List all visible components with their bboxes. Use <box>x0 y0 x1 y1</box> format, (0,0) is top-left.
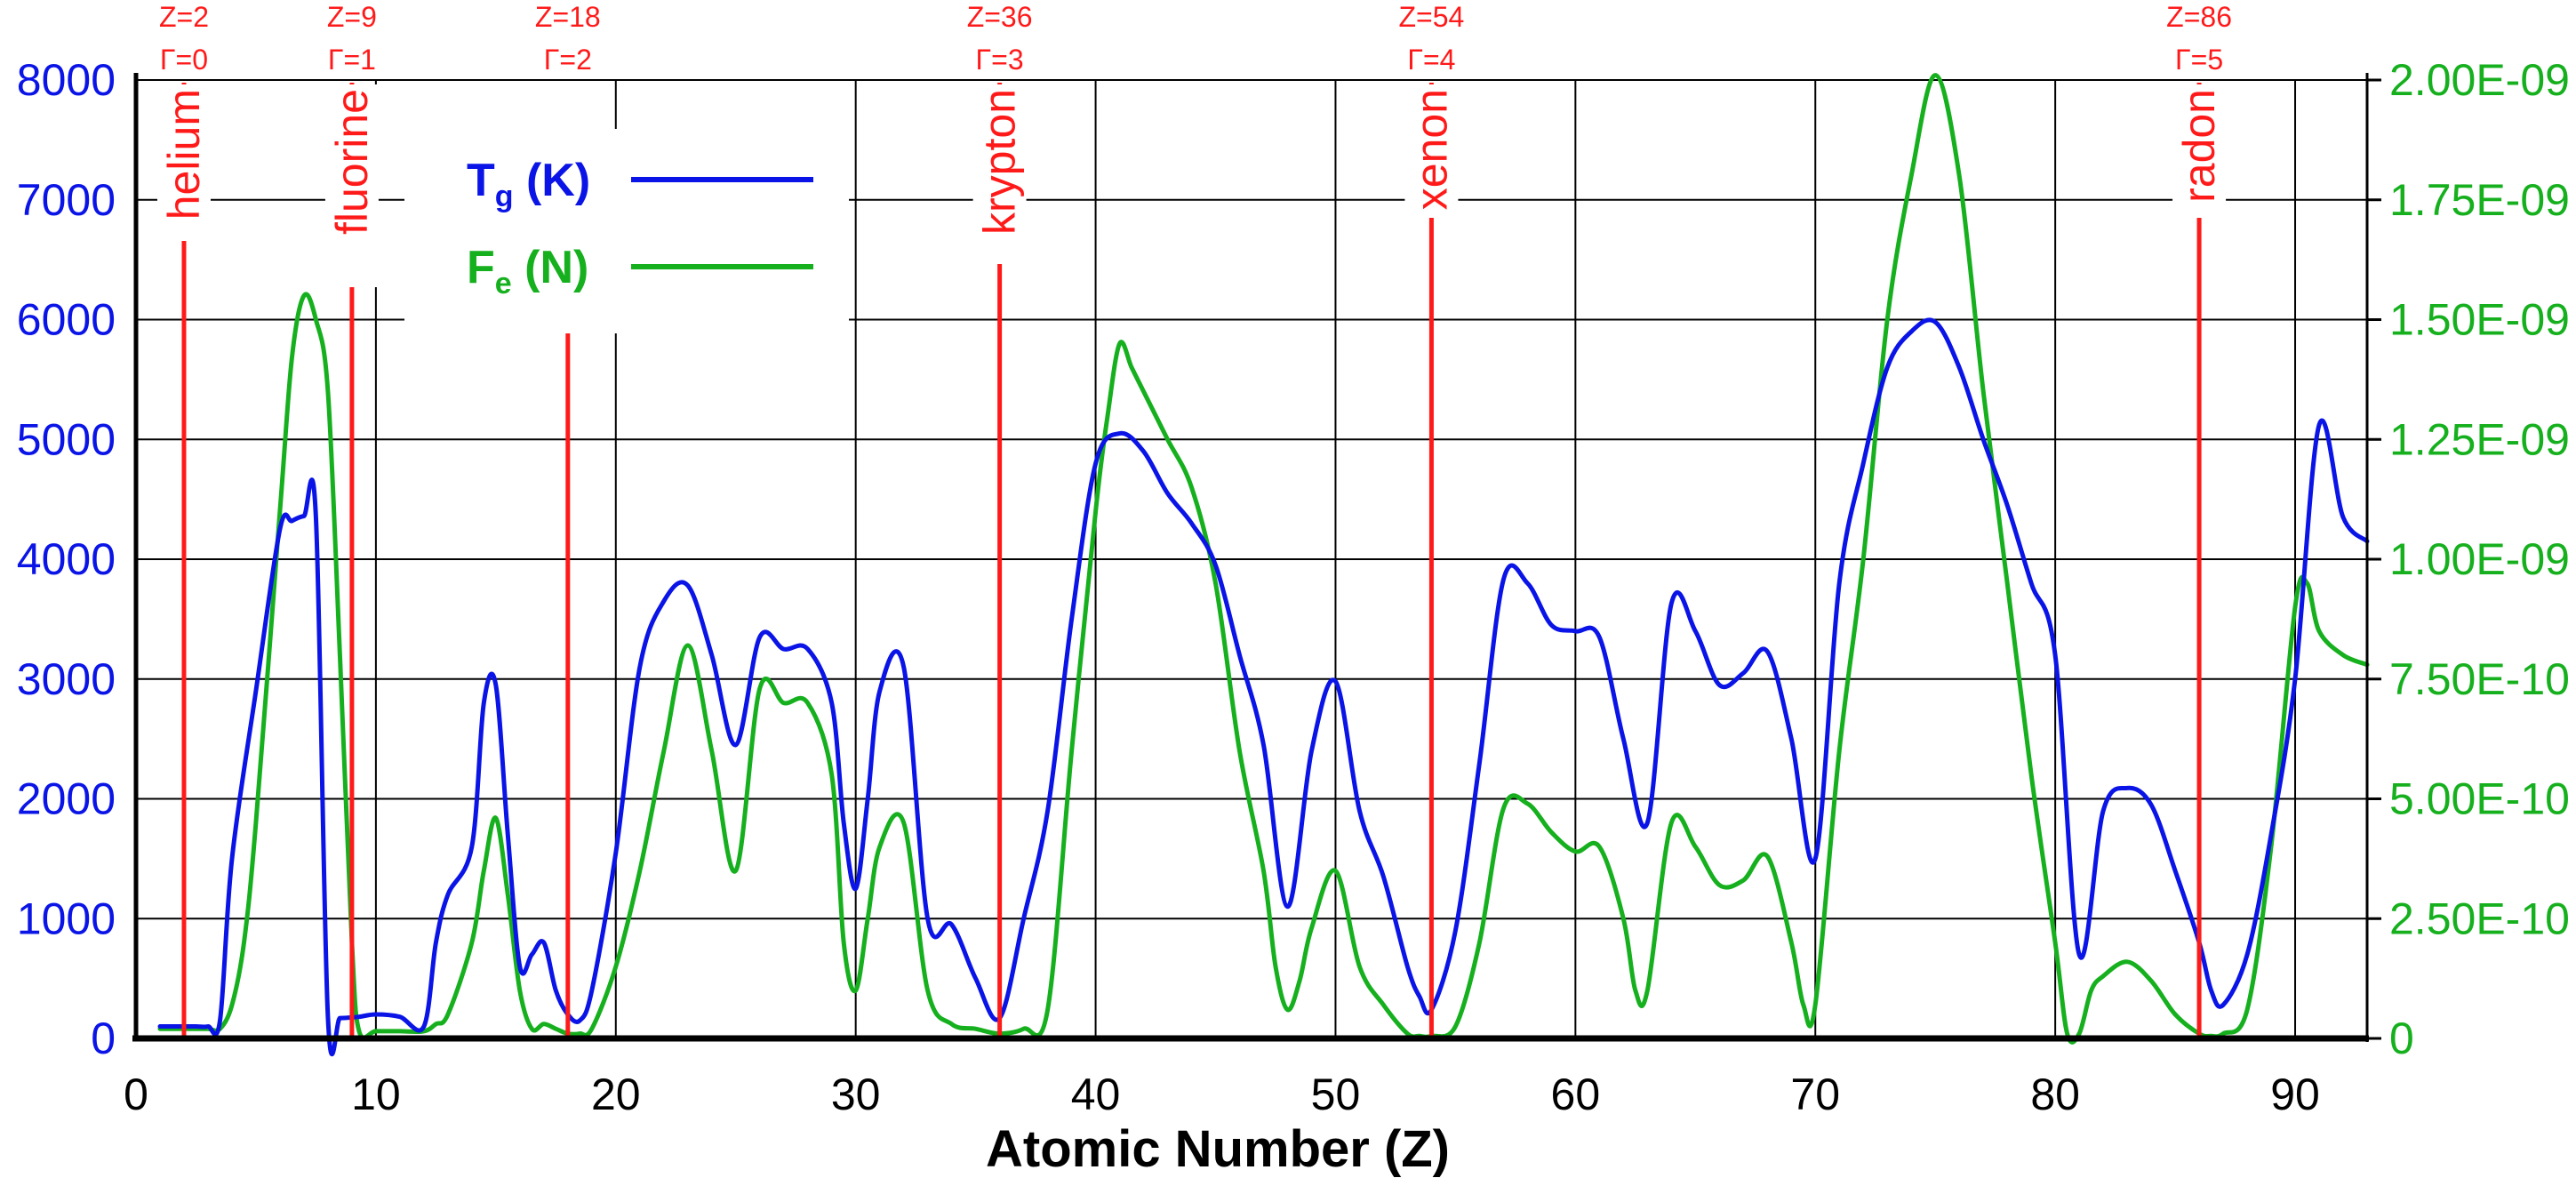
x-tick-label: 90 <box>2270 1070 2320 1119</box>
y-right-tick-label: 2.50E-10 <box>2389 894 2570 943</box>
x-tick-label: 70 <box>1790 1070 1840 1119</box>
legend-box <box>404 129 849 333</box>
series-line-tg <box>157 317 2370 1057</box>
element-z-label: Z=18 <box>535 1 601 33</box>
x-tick-label: 50 <box>1311 1070 1361 1119</box>
x-tick-label: 60 <box>1551 1070 1601 1119</box>
element-gamma-label: Γ=2 <box>544 44 592 76</box>
element-markers: Z=2 Γ=0 helium Z=9 Γ=1 fluorine Z=18 Γ=2 Z=36 Γ=3… <box>156 1 2232 1038</box>
x-axis-title: Atomic Number (Z) <box>986 1120 1450 1178</box>
legend: Tg (K) Fe (N) <box>404 129 849 333</box>
element-z-label: Z=54 <box>1399 1 1465 33</box>
series-layer <box>157 73 2370 1057</box>
element-name-label: xenon <box>1406 89 1456 210</box>
y-right-tick-label: 0 <box>2389 1014 2414 1063</box>
y-left-tick-label: 3000 <box>17 654 116 704</box>
element-gamma-label: Γ=4 <box>1407 44 1455 76</box>
element-z-label: Z=86 <box>2166 1 2232 33</box>
element-name-label: helium <box>159 89 209 220</box>
element-gamma-label: Γ=5 <box>2175 44 2223 76</box>
element-z-label: Z=36 <box>967 1 1033 33</box>
element-name-backdrop <box>324 84 379 287</box>
element-name-backdrop <box>156 84 211 241</box>
y-left-tick-label: 6000 <box>17 295 116 345</box>
element-name-label: radon <box>2174 89 2224 203</box>
y-right-tick-label: 7.50E-10 <box>2389 654 2570 704</box>
y-left-tick-label: 0 <box>91 1014 116 1063</box>
element-gamma-label: Γ=3 <box>976 44 1024 76</box>
y-right-tick-label: 1.75E-09 <box>2389 175 2570 225</box>
x-tick-label: 40 <box>1071 1070 1121 1119</box>
element-name-backdrop <box>972 84 1027 264</box>
element-name-backdrop <box>1404 84 1459 218</box>
x-tick-label: 30 <box>831 1070 881 1119</box>
element-name-label: krypton <box>975 89 1025 235</box>
element-z-label: Z=9 <box>327 1 377 33</box>
element-z-label: Z=2 <box>159 1 209 33</box>
x-tick-label: 20 <box>591 1070 641 1119</box>
y-right-tick-label: 1.00E-09 <box>2389 534 2570 584</box>
y-left-tick-label: 5000 <box>17 414 116 464</box>
y-left-tick-label: 1000 <box>17 894 116 943</box>
y-right-tick-label: 2.00E-09 <box>2389 55 2570 105</box>
y-left-tick-label: 8000 <box>17 55 116 105</box>
y-left-tick-label: 7000 <box>17 175 116 225</box>
series-line-fe <box>157 73 2370 1045</box>
element-gamma-label: Γ=1 <box>328 44 376 76</box>
y-right-tick-label: 1.50E-09 <box>2389 295 2570 345</box>
legend-label-fe: Fe (N) <box>467 242 588 301</box>
y-left-tick-label: 4000 <box>17 534 116 584</box>
legend-label-tg: Tg (K) <box>467 155 590 213</box>
y-right-tick-label: 5.00E-10 <box>2389 774 2570 824</box>
y-left-tick-label: 2000 <box>17 774 116 824</box>
element-name-label: fluorine <box>327 89 377 235</box>
x-tick-label: 0 <box>124 1070 148 1119</box>
x-tick-label: 10 <box>351 1070 401 1119</box>
y-right-tick-label: 1.25E-09 <box>2389 414 2570 464</box>
element-name-backdrop <box>2172 84 2227 218</box>
element-gamma-label: Γ=0 <box>160 44 208 76</box>
x-tick-label: 80 <box>2030 1070 2080 1119</box>
